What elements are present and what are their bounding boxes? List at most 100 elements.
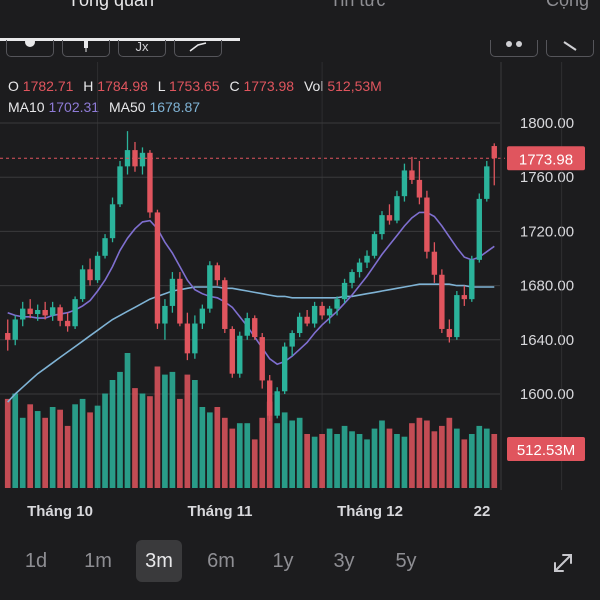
volume-label: Vol xyxy=(303,78,324,94)
range-3m-button[interactable]: 3m xyxy=(136,540,182,582)
volume-bar xyxy=(27,404,34,488)
volume-bar xyxy=(491,434,498,488)
range-5y-button[interactable]: 5y xyxy=(395,550,417,572)
volume-bar xyxy=(109,380,116,488)
volume-bar xyxy=(439,425,445,488)
volume-bar xyxy=(364,439,370,488)
candle-body xyxy=(259,337,265,381)
x-tick-label: Tháng 12 xyxy=(337,503,403,520)
trend-line-button[interactable] xyxy=(174,40,222,57)
volume-bar xyxy=(319,434,325,488)
candle-body xyxy=(12,319,18,340)
volume-bar xyxy=(102,393,108,488)
candle-body xyxy=(244,318,250,336)
open-label: O xyxy=(8,78,19,94)
volume-bar xyxy=(72,404,78,488)
settings-button[interactable] xyxy=(546,40,594,57)
candle-body xyxy=(252,318,258,338)
candle-body xyxy=(454,295,460,338)
volume-bar xyxy=(34,411,41,488)
volume-bar xyxy=(19,417,26,488)
volume-bar xyxy=(326,428,333,488)
chart-toolbar: Jx xyxy=(0,37,600,62)
candle-body xyxy=(169,278,176,306)
fullscreen-expand-icon[interactable] xyxy=(550,550,576,576)
candle-body xyxy=(162,305,168,324)
volume-bar xyxy=(169,371,176,488)
candle-body xyxy=(237,335,243,374)
tab-community[interactable]: Cộng xyxy=(546,0,590,10)
candle-body xyxy=(34,309,41,315)
low-label: L xyxy=(157,78,166,94)
volume-bar xyxy=(468,434,475,488)
candle-body xyxy=(42,309,48,316)
tab-overview[interactable]: Tổng quan xyxy=(68,0,155,10)
volume-bar xyxy=(266,401,273,488)
volume-bar xyxy=(147,396,153,488)
volume-bar xyxy=(349,431,355,488)
candle-body xyxy=(364,255,370,263)
volume-bar xyxy=(57,409,63,488)
candle-type-icon xyxy=(84,40,88,52)
current-price-label: 1773.98 xyxy=(519,151,573,168)
tab-news[interactable]: Tin tức xyxy=(330,0,386,10)
candle-body xyxy=(102,238,108,256)
volume-bar xyxy=(214,407,221,488)
volume-bar xyxy=(334,434,340,488)
volume-badge-label: 512.53M xyxy=(517,442,575,459)
ma50-value: 1678.87 xyxy=(149,99,201,115)
volume-bar xyxy=(42,417,49,488)
candle-body xyxy=(20,308,26,320)
volume-bar xyxy=(304,434,310,488)
volume-bar xyxy=(94,405,101,488)
candle-body xyxy=(274,391,280,416)
range-1d-button[interactable]: 1d xyxy=(24,550,48,572)
volume-bar xyxy=(274,423,281,488)
volume-bar xyxy=(177,398,183,488)
current-price-badge xyxy=(507,146,585,171)
candle-body xyxy=(356,262,363,273)
candle-body xyxy=(326,308,333,316)
active-tab-underline xyxy=(0,38,240,41)
volume-bar xyxy=(244,423,251,488)
volume-bar xyxy=(483,428,490,488)
price-chart[interactable]: 1800.00 1760.00 1720.00 1680.00 1640.00 1600.… xyxy=(0,0,600,530)
candle-body xyxy=(184,323,191,354)
candle-body xyxy=(319,305,325,316)
range-1y-button[interactable]: 1y xyxy=(272,550,294,572)
candle-body xyxy=(94,255,101,281)
candle-type-button[interactable] xyxy=(62,40,110,57)
volume-bar xyxy=(386,428,393,488)
x-tick-label: Tháng 10 xyxy=(27,503,93,520)
candle-body xyxy=(281,346,288,392)
candle-body xyxy=(177,278,183,324)
volume-bar xyxy=(192,380,198,488)
candle-body xyxy=(484,166,490,199)
candle-body xyxy=(416,179,423,198)
candle-body xyxy=(469,259,475,300)
open-value: 1782.71 xyxy=(22,78,74,94)
range-3y-button[interactable]: 3y xyxy=(333,550,355,572)
volume-bar xyxy=(394,434,400,488)
candle-body xyxy=(446,328,453,338)
indicator-button[interactable]: Jx xyxy=(118,40,166,57)
volume-bar xyxy=(259,417,266,488)
range-6m-button[interactable]: 6m xyxy=(207,550,235,572)
volume-bar xyxy=(461,439,468,488)
range-1m-button[interactable]: 1m xyxy=(84,550,112,572)
volume-bar xyxy=(476,425,483,488)
candle-body xyxy=(199,308,206,324)
volume-bar xyxy=(184,374,191,488)
candle-body xyxy=(49,307,56,316)
ma50-line xyxy=(7,283,495,403)
y-tick-label: 1800.00 xyxy=(520,115,574,132)
share-button[interactable] xyxy=(490,40,538,57)
indicator-fx-icon: Jx xyxy=(135,39,149,54)
candle-body xyxy=(334,299,340,309)
volume-bar xyxy=(139,393,146,488)
candle-body xyxy=(109,204,116,239)
candle-body xyxy=(27,308,33,315)
volume-bar xyxy=(229,428,236,488)
line-draw-button[interactable] xyxy=(6,37,54,57)
volume-bar xyxy=(4,398,11,488)
